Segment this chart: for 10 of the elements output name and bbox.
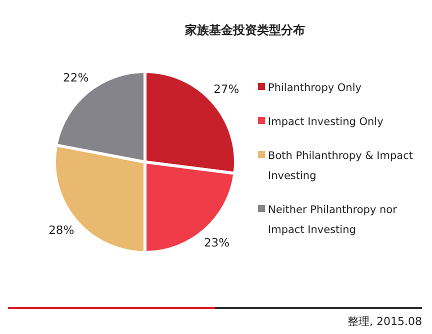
legend-label: Neither Philanthropy nor Impact Investing	[268, 204, 397, 236]
text: 整理, 2015.08	[348, 314, 422, 329]
data-label: 28%	[48, 223, 74, 238]
legend-label: Both Philanthropy & Impact Investing	[268, 150, 413, 182]
data-label: 22%	[63, 70, 89, 84]
chart-title: 家族基金投资类型分布	[184, 22, 306, 39]
legend-label: Philanthropy Only	[268, 82, 362, 94]
data-label: 23%	[204, 235, 230, 250]
data-label: 27%	[214, 82, 240, 96]
legend-label: Impact Investing Only	[268, 116, 384, 128]
